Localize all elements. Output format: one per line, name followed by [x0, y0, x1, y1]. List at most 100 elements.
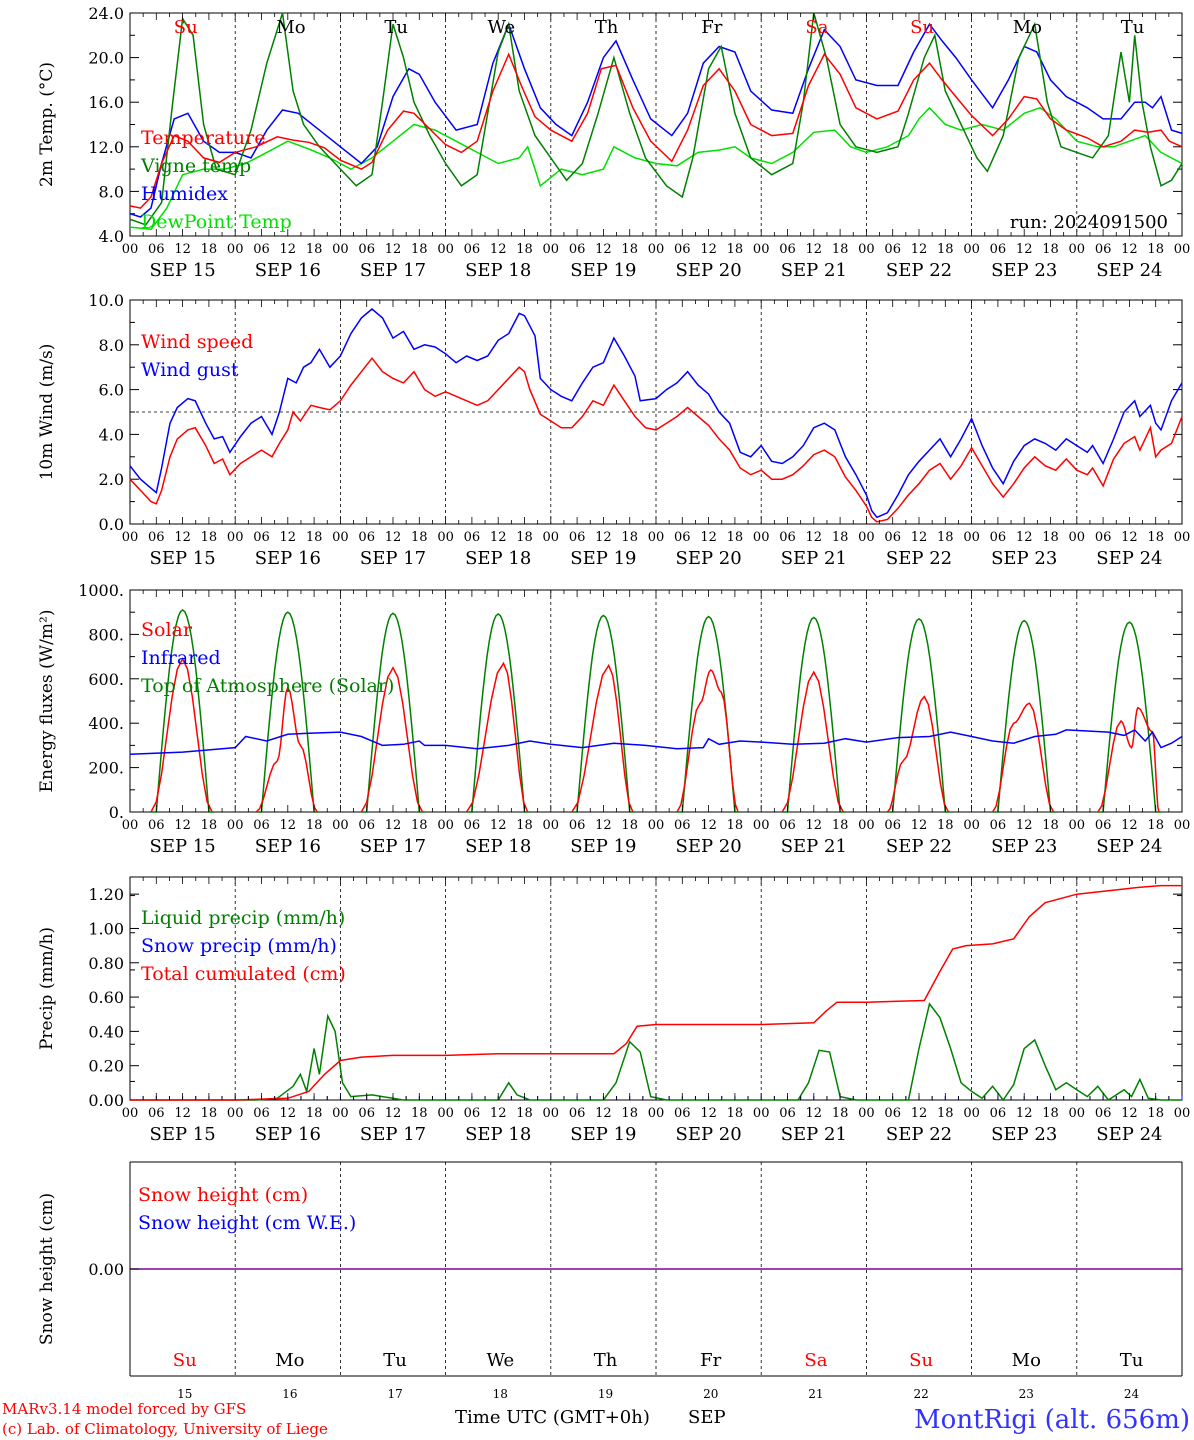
series-line [130, 884, 1182, 1101]
weekday-label: Su [173, 1350, 197, 1371]
weekday-label: Mo [276, 17, 305, 38]
date-label: SEP 18 [465, 836, 531, 857]
date-label: SEP 24 [1096, 836, 1162, 857]
hour-tick-label: 18 [832, 818, 849, 833]
hour-tick-label: 12 [595, 242, 612, 257]
hour-tick-label: 00 [648, 242, 665, 257]
wind-panel: 0.0 2.0 4.0 6.0 8.0 10.0 10m Wind (m/s) Wind sp… [37, 291, 1190, 569]
hour-tick-label: 06 [569, 818, 586, 833]
toa-solar-line [361, 612, 425, 813]
weekday-label: Fr [701, 17, 722, 38]
hour-tick-label: 06 [1095, 1106, 1112, 1121]
solar-line [886, 695, 950, 813]
hour-tick-label: 06 [990, 1106, 1007, 1121]
solar-line [676, 668, 739, 813]
hour-tick-label: 18 [621, 1106, 638, 1121]
hour-tick-label: 06 [884, 1106, 901, 1121]
hour-tick-label: 00 [963, 1106, 980, 1121]
hour-tick-label: 12 [911, 242, 928, 257]
legend-entry: Snow precip (mm/h) [141, 935, 337, 957]
hour-tick-label: 12 [595, 818, 612, 833]
date-label: SEP 18 [465, 260, 531, 281]
weekday-label: We [486, 1350, 514, 1371]
toa-solar-line [571, 614, 635, 813]
toa-solar-line [992, 619, 1056, 813]
date-label: SEP 16 [255, 260, 321, 281]
weekday-label: Tu [383, 1350, 407, 1371]
hour-tick-label: 00 [753, 818, 770, 833]
hour-tick-label: 06 [148, 530, 165, 545]
y-tick-label: 1.20 [88, 885, 124, 904]
weekday-label: Th [594, 1350, 618, 1371]
hour-tick-label: 12 [911, 818, 928, 833]
weekday-label: Tu [1120, 1350, 1144, 1371]
date-label: SEP 15 [149, 260, 215, 281]
legend-entry: Infrared [141, 647, 221, 669]
series-line [129, 308, 1183, 519]
hour-tick-label: 18 [516, 1106, 533, 1121]
hour-tick-label: 18 [411, 530, 428, 545]
precip-panel: 0.00 0.20 0.40 0.60 0.80 1.00 1.20 Precip (mm/h… [37, 876, 1191, 1145]
y-tick-label: 0.60 [88, 988, 124, 1007]
day-number-label: 15 [177, 1387, 192, 1401]
hour-tick-label: 18 [621, 530, 638, 545]
hour-tick-label: 06 [464, 818, 481, 833]
hour-tick-label: 12 [1016, 242, 1033, 257]
y-tick-label: 4.0 [99, 227, 124, 246]
series-line [129, 356, 1183, 523]
weekday-label: Mo [1012, 1350, 1041, 1371]
hour-tick-label: 12 [1121, 530, 1138, 545]
hour-tick-label: 12 [280, 818, 297, 833]
y-tick-label: 0.80 [88, 954, 124, 973]
solar-line [360, 666, 424, 813]
hour-tick-label: 00 [753, 530, 770, 545]
hour-tick-label: 12 [174, 242, 191, 257]
date-label: SEP 21 [781, 548, 847, 569]
hour-tick-label: 00 [1174, 242, 1191, 257]
hour-tick-label: 06 [990, 818, 1007, 833]
hour-tick-label: 12 [174, 818, 191, 833]
date-label: SEP 16 [255, 1124, 321, 1145]
day-number-label: 16 [282, 1387, 297, 1401]
hour-tick-label: 00 [543, 818, 560, 833]
y-axis-label: 2m Temp. (°C) [37, 62, 57, 187]
hour-tick-label: 00 [543, 530, 560, 545]
legend-entry: Wind gust [141, 359, 239, 381]
hour-tick-label: 00 [543, 242, 560, 257]
weekday-label: Mo [1013, 17, 1042, 38]
hour-tick-label: 12 [385, 242, 402, 257]
y-tick-label: 20.0 [88, 49, 124, 68]
series-line [129, 22, 1183, 218]
hour-tick-label: 06 [884, 530, 901, 545]
hour-tick-label: 06 [779, 530, 796, 545]
hour-tick-label: 00 [648, 1106, 665, 1121]
y-tick-label: 0.00 [88, 1091, 124, 1110]
hour-tick-label: 18 [727, 530, 744, 545]
y-axis-label: 10m Wind (m/s) [37, 344, 57, 481]
hour-tick-label: 18 [937, 530, 954, 545]
y-tick-label: 400. [88, 714, 124, 733]
weekday-label: Fr [700, 1350, 721, 1371]
hour-tick-label: 12 [280, 530, 297, 545]
hour-tick-label: 06 [779, 1106, 796, 1121]
hour-tick-label: 06 [569, 530, 586, 545]
date-label: SEP 20 [675, 1124, 741, 1145]
hour-tick-label: 06 [674, 818, 691, 833]
y-tick-label: 1000. [78, 581, 124, 600]
hour-tick-label: 00 [122, 530, 139, 545]
hour-tick-label: 00 [227, 1106, 244, 1121]
energy-panel: 0. 200. 400. 600. 800. 1000. Energy fluxes (W/… [37, 581, 1190, 857]
hour-tick-label: 00 [1174, 1106, 1191, 1121]
hour-tick-label: 06 [358, 818, 375, 833]
hour-tick-label: 18 [201, 530, 218, 545]
hour-tick-label: 06 [253, 242, 270, 257]
x-axis-title: Time UTC (GMT+0h) [455, 1407, 650, 1428]
date-label: SEP 24 [1096, 1124, 1162, 1145]
weekday-label: Tu [384, 17, 408, 38]
hour-tick-label: 06 [464, 1106, 481, 1121]
hour-tick-label: 12 [385, 818, 402, 833]
date-label: SEP 17 [360, 1124, 426, 1145]
hour-tick-label: 06 [779, 818, 796, 833]
hour-tick-label: 00 [963, 818, 980, 833]
